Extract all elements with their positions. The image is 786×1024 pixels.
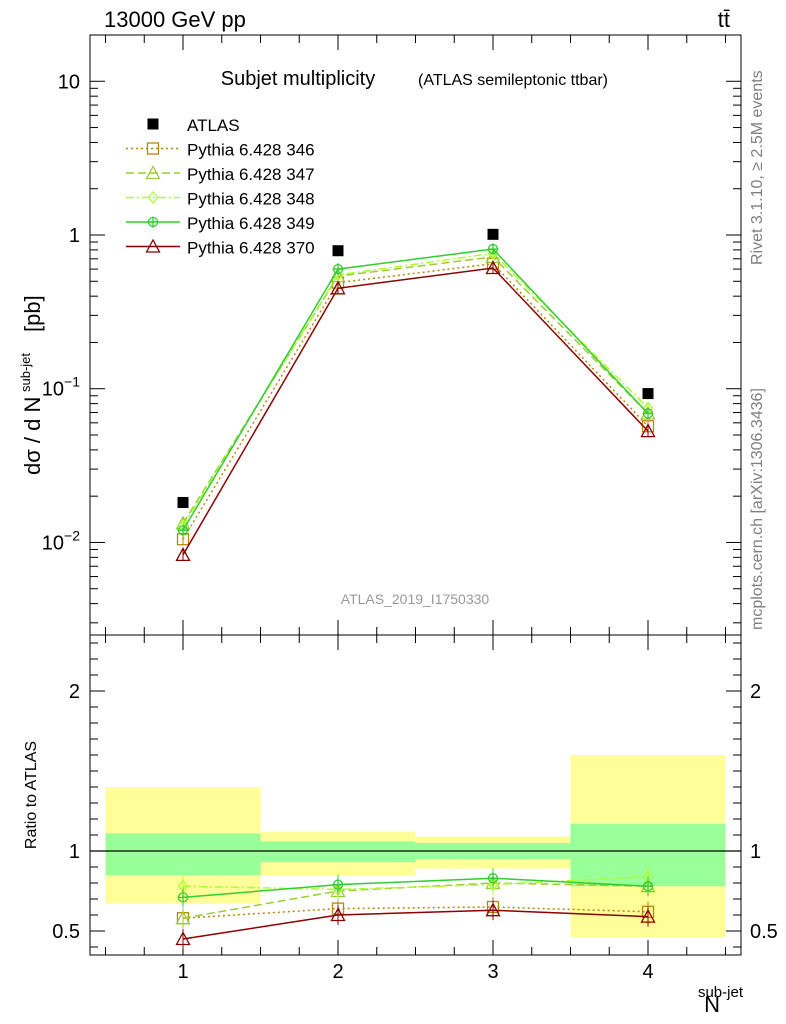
legend-label-2: Pythia 6.428 347 bbox=[187, 165, 315, 184]
legend-label-1: Pythia 6.428 346 bbox=[187, 141, 315, 160]
series-point-4 bbox=[487, 243, 499, 255]
series-point-4 bbox=[177, 524, 189, 536]
y-axis-label-main: dσ / d N bbox=[20, 397, 45, 475]
ratio-y-tick-label-right: 2 bbox=[750, 681, 761, 703]
main-axis-ticks: 10−2 10−1 1 10 bbox=[42, 34, 741, 635]
atlas-data-point bbox=[487, 228, 499, 240]
ratio-point-4 bbox=[487, 872, 499, 884]
ratio-line-3 bbox=[182, 875, 649, 891]
legend-marker-2 bbox=[145, 165, 161, 180]
beam-energy-label: 13000 GeV pp bbox=[104, 7, 246, 32]
legend-label-4: Pythia 6.428 349 bbox=[187, 214, 315, 233]
legend: ATLAS Pythia 6.428 346 Pythia 6.428 347 Pyt… bbox=[126, 116, 315, 258]
ratio-y-tick-label-left: 1 bbox=[69, 841, 80, 863]
ratio-y-tick-label-right: 1 bbox=[750, 841, 761, 863]
ratio-point-5 bbox=[640, 908, 656, 923]
y-tick-label: 10−2 bbox=[42, 527, 80, 554]
x-axis-label: N bbox=[704, 992, 720, 1017]
ratio-bands bbox=[90, 755, 741, 938]
main-series-layer bbox=[175, 243, 656, 562]
uncertainty-band-stat bbox=[105, 833, 261, 875]
ratio-point-2 bbox=[175, 910, 191, 925]
ratio-panel: 0.5 0.5 1 1 2 2 1 2 3 4 Ratio to ATLAS N sub-jet bbox=[23, 634, 778, 1017]
series-line-1 bbox=[182, 262, 649, 540]
atlas-data-point bbox=[332, 245, 344, 257]
legend-marker-atlas bbox=[147, 118, 159, 130]
process-label: tt̄ bbox=[718, 7, 730, 32]
ratio-line-5 bbox=[182, 909, 649, 940]
ratio-y-tick-label-right: 0.5 bbox=[750, 921, 778, 943]
ratio-y-tick-label-left: 0.5 bbox=[52, 921, 80, 943]
atlas-data-point bbox=[177, 496, 189, 508]
legend-marker-4 bbox=[147, 216, 159, 228]
series-line-2 bbox=[182, 256, 649, 524]
legend-marker-3 bbox=[147, 190, 159, 205]
ratio-series-layer bbox=[175, 866, 656, 949]
series-point-5 bbox=[640, 423, 656, 438]
x-axis-label-sup: sub-jet bbox=[698, 984, 744, 1001]
series-point-5 bbox=[330, 280, 346, 295]
ratio-point-3 bbox=[487, 878, 499, 892]
series-line-3 bbox=[182, 252, 649, 527]
main-y-axis-label: dσ / d N sub-jet [pb] bbox=[18, 295, 45, 475]
x-tick-label: 2 bbox=[332, 961, 343, 983]
atlas-data-layer bbox=[177, 228, 654, 508]
legend-label-5: Pythia 6.428 370 bbox=[187, 239, 315, 258]
main-panel: 10−2 10−1 1 10 Subjet multiplicity (ATLAS s… bbox=[18, 34, 742, 636]
y-axis-label-unit: [pb] bbox=[20, 295, 45, 332]
chart-title: Subjet multiplicity bbox=[221, 68, 376, 90]
ratio-point-5 bbox=[330, 907, 346, 922]
legend-marker-5 bbox=[145, 238, 161, 253]
x-tick-label: 4 bbox=[642, 961, 653, 983]
series-point-5 bbox=[175, 547, 191, 562]
series-point-5 bbox=[485, 260, 501, 275]
source-label: mcplots.cern.ch [arXiv:1306.3436] bbox=[749, 388, 766, 630]
ratio-line-4 bbox=[182, 877, 649, 899]
atlas-data-point bbox=[642, 388, 654, 400]
ratio-point-5 bbox=[485, 902, 501, 917]
legend-label-3: Pythia 6.428 348 bbox=[187, 190, 315, 209]
series-line-5 bbox=[182, 267, 649, 556]
legend-marker-1 bbox=[146, 142, 160, 155]
legend-label-atlas: ATLAS bbox=[187, 116, 240, 135]
rivet-version-label: Rivet 3.1.10, ≥ 2.5M events bbox=[749, 70, 766, 265]
ratio-y-axis-label: Ratio to ATLAS bbox=[23, 741, 40, 849]
chart-subtitle: (ATLAS semileptonic ttbar) bbox=[418, 72, 608, 89]
ratio-point-4 bbox=[642, 880, 654, 892]
uncertainty-band-stat bbox=[260, 841, 416, 863]
ratio-axis-ticks: 0.5 0.5 1 1 2 2 1 2 3 4 bbox=[52, 635, 778, 983]
x-tick-label: 3 bbox=[487, 961, 498, 983]
series-line-4 bbox=[182, 248, 649, 531]
analysis-id: ATLAS_2019_I1750330 bbox=[341, 591, 490, 607]
y-axis-label-sup: sub-jet bbox=[18, 353, 33, 392]
series-point-4 bbox=[642, 407, 654, 419]
ratio-point-4 bbox=[332, 879, 344, 891]
y-tick-label: 10−1 bbox=[42, 374, 80, 401]
ratio-y-tick-label-left: 2 bbox=[69, 681, 80, 703]
ratio-point-4 bbox=[177, 891, 189, 903]
series-point-4 bbox=[332, 263, 344, 275]
y-tick-label: 10 bbox=[58, 71, 80, 93]
ratio-line-2 bbox=[182, 882, 649, 919]
ratio-point-5 bbox=[175, 931, 191, 946]
y-tick-label: 1 bbox=[69, 225, 80, 247]
x-tick-label: 1 bbox=[177, 961, 188, 983]
